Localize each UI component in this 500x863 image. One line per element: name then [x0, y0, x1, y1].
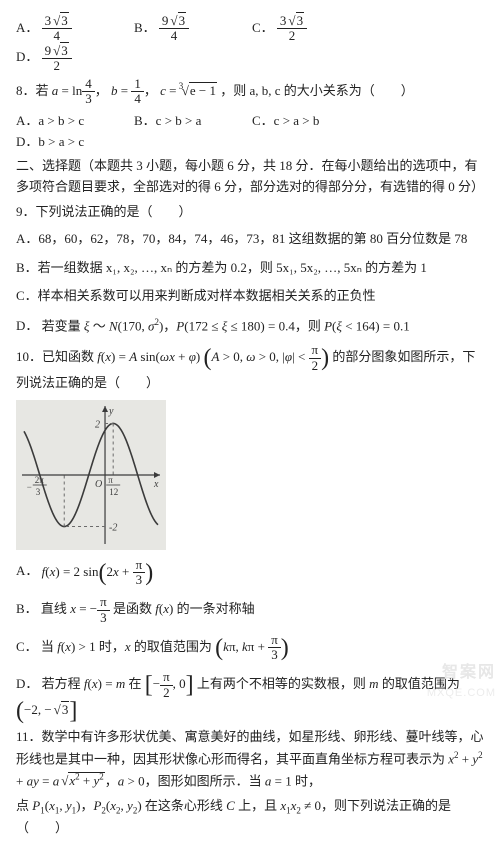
svg-text:2π: 2π: [35, 475, 45, 485]
q7-D-den: 2: [42, 59, 72, 73]
q9-B-text: 若一组数据 x₁, x₂, …, xₙ 的方差为 0.2，则 5x₁, 5x₂,…: [38, 260, 427, 275]
svg-text:-2: -2: [109, 522, 117, 533]
svg-text:2: 2: [95, 419, 100, 430]
q9-option-C: C．样本相关系数可以用来判断成对样本数据相关关系的正负性: [16, 284, 484, 309]
svg-text:−: −: [27, 482, 32, 492]
q7-B-den: 4: [159, 29, 189, 43]
svg-text:3: 3: [36, 487, 41, 497]
q7-option-C: C． 33 2: [252, 14, 370, 44]
q8-option-D: D．b > a > c: [16, 132, 134, 153]
q7-C-frac: 33 2: [277, 14, 307, 44]
opt-label: B．: [134, 18, 156, 39]
q10-stem: 10．已知函数 f(x) = A sin(ωx + φ) (A > 0, ω >…: [16, 343, 484, 393]
q7-option-B: B． 93 4: [134, 14, 252, 44]
q7-option-D: D． 93 2: [16, 44, 134, 74]
q10-option-D: D． 若方程 f(x) = m 在 [−π2, 0] 上有两个不相等的实数根，则…: [16, 668, 484, 722]
opt-label: A．: [16, 18, 38, 39]
q8-option-A: A．a > b > c: [16, 111, 134, 132]
q9-A-text: 68，60，62，78，70，84，74，46，73，81 这组数据的第 80 …: [38, 231, 467, 246]
svg-text:O: O: [95, 479, 102, 490]
q8-B-text: c > b > a: [156, 113, 202, 128]
q8-stem: 8．若 a = ln43， b = 14， c = 3e − 1 ，则 a, b…: [16, 77, 484, 107]
q9-option-A: A．68，60，62，78，70，84，74，46，73，81 这组数据的第 8…: [16, 227, 484, 252]
q11-stem-2: 点 P1(x1, y1)，P2(x2, y2) 在这条心形线 C 上，且 x1x…: [16, 796, 484, 839]
q8-suffix: ，则 a, b, c 的大小关系为（ ）: [220, 83, 414, 98]
svg-text:x: x: [153, 479, 159, 490]
q8-option-C: C．c > a > b: [252, 111, 370, 132]
q10-option-A: A． f(x) = 2 sin(2x + π3): [16, 556, 484, 590]
q8-A-text: a > b > c: [38, 113, 84, 128]
q10-option-C: C． 当 f(x) > 1 时，x 的取值范围为 (kπ, kπ + π3): [16, 631, 484, 665]
opt-label: C．: [252, 18, 274, 39]
svg-text:π: π: [108, 475, 113, 485]
section2-title: 二、选择题（本题共 3 小题，每小题 6 分，共 18 分．在每小题给出的选项中…: [16, 156, 484, 198]
q10-svg: 2 -2 Ox y −2π 3 π 12: [16, 400, 166, 550]
q8-options: A．a > b > c B．c > b > a C．c > a > b D．b …: [16, 111, 484, 153]
q11-stem-1: 11．数学中有许多形状优美、寓意美好的曲线，如星形线、卵形线、蔓叶线等，心形线也…: [16, 727, 484, 792]
q9-option-D: D． 若变量 ξ ～ N(170, σ2)，P(172 ≤ ξ ≤ 180) =…: [16, 313, 484, 339]
q10-graph: 2 -2 Ox y −2π 3 π 12: [16, 400, 166, 550]
q9-option-B: B．若一组数据 x₁, x₂, …, xₙ 的方差为 0.2，则 5x₁, 5x…: [16, 256, 484, 281]
q10-option-B: B． 直线 x = −π3 是函数 f(x) 的一条对称轴: [16, 593, 484, 627]
svg-text:y: y: [108, 406, 114, 417]
q8-option-B: B．c > b > a: [134, 111, 252, 132]
q7-option-A: A． 33 4: [16, 14, 134, 44]
q7-options: A． 33 4 B． 93 4 C． 33 2 D． 93 2: [16, 14, 484, 73]
q8-D-text: b > a > c: [38, 134, 84, 149]
q8-C-text: c > a > b: [274, 113, 320, 128]
q10-prefix: 10．已知函数: [16, 349, 97, 364]
q7-C-den: 2: [277, 29, 307, 43]
exam-page: A． 33 4 B． 93 4 C． 33 2 D． 93 2: [0, 0, 500, 863]
q9-stem: 9．下列说法正确的是（ ）: [16, 202, 484, 223]
q8-prefix: 8．若: [16, 83, 49, 98]
q9-C-text: 样本相关系数可以用来判断成对样本数据相关关系的正负性: [38, 288, 376, 303]
svg-text:12: 12: [109, 487, 118, 497]
q7-D-frac: 93 2: [42, 44, 72, 74]
opt-label: D．: [16, 47, 38, 68]
q7-A-frac: 33 4: [42, 14, 72, 44]
q7-B-frac: 93 4: [159, 14, 189, 44]
